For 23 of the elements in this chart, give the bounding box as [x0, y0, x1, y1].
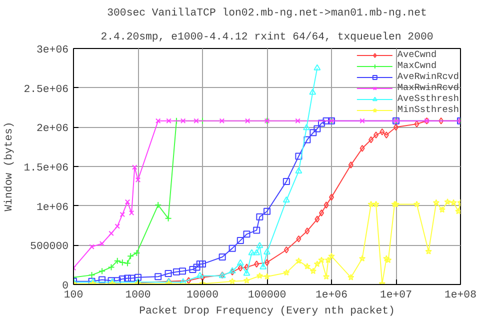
y-tick-label: 2.5e+06	[24, 84, 68, 96]
y-axis-title: Window (bytes)	[4, 122, 16, 212]
y-tick-label: 3e+06	[36, 44, 69, 56]
legend-label: MaxRwinRcvd	[397, 82, 459, 93]
x-tick-label: 100000	[248, 290, 286, 302]
y-tick-label: 1.5e+06	[24, 162, 68, 174]
chart-subtitle: 2.4.20smp, e1000-4.4.12 rxint 64/64, txqueuelen 2000	[100, 32, 434, 44]
legend-label: MinSsthresh	[397, 104, 459, 115]
x-tick-label: 1e+07	[380, 290, 412, 302]
x-axis-title: Packet Drop Frequency (Every nth packet)	[139, 306, 395, 318]
x-tick-label: 10000	[186, 290, 218, 302]
x-tick-label: 100	[64, 290, 84, 302]
legend-label: AveCwnd	[397, 49, 437, 60]
chart-title: 300sec VanillaTCP lon02.mb-ng.net->man01.mb-ng.net	[107, 8, 427, 20]
x-tick-label: 1e+08	[444, 290, 476, 302]
legend-label: MaxCwnd	[397, 60, 437, 71]
y-tick-label: 2e+06	[36, 123, 69, 136]
legend-label: AveSsthresh	[397, 93, 459, 104]
x-tick-label: 1000	[125, 290, 151, 302]
y-tick-label: 500000	[30, 241, 69, 254]
y-tick-label: 1e+06	[36, 202, 69, 214]
x-tick-label: 1e+06	[316, 290, 348, 302]
legend-label: AveRwinRcvd	[397, 71, 459, 82]
